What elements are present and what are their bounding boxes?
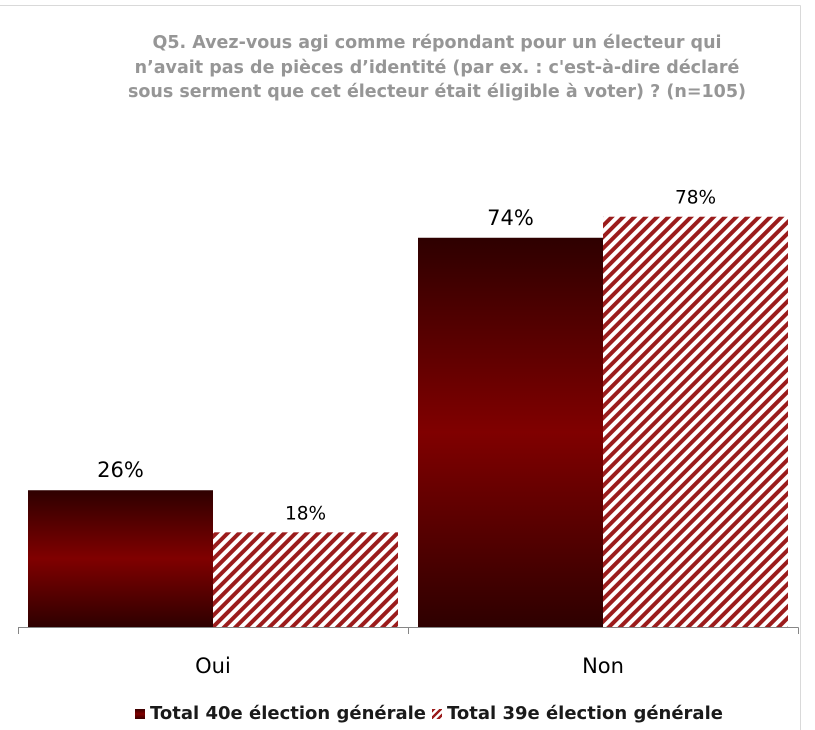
legend: Total 40e élection générale Total 39e él… — [43, 704, 815, 724]
bar-series-1-oui — [28, 490, 213, 627]
x-axis-ticks — [18, 627, 799, 634]
data-label-series-2-oui: 18% — [285, 503, 326, 524]
bars-layer — [28, 216, 788, 627]
data-label-series-2-non: 78% — [675, 188, 716, 209]
category-label-oui: Oui — [195, 654, 231, 678]
category-label-non: Non — [582, 654, 624, 678]
legend-item-series-1: Total 40e élection générale — [135, 704, 426, 724]
data-label-series-1-oui: 26% — [97, 458, 144, 482]
legend-label-series-1: Total 40e élection générale — [150, 703, 426, 724]
data-label-series-1-non: 74% — [487, 206, 534, 230]
data-labels-layer: 26% 18% 74% 78% — [97, 188, 716, 525]
legend-label-series-2: Total 39e élection générale — [447, 703, 723, 724]
legend-item-series-2: Total 39e élection générale — [432, 704, 723, 724]
chart-border — [0, 5, 801, 730]
bar-series-2-oui — [213, 532, 398, 627]
chart-title: Q5. Avez-vous agi comme répondant pour u… — [127, 33, 747, 102]
category-labels-layer: Oui Non — [195, 654, 624, 678]
legend-swatch-series-2 — [432, 709, 442, 719]
legend-swatch-series-1 — [135, 709, 146, 719]
bar-series-2-non — [603, 216, 788, 627]
bar-series-1-non — [418, 237, 603, 627]
